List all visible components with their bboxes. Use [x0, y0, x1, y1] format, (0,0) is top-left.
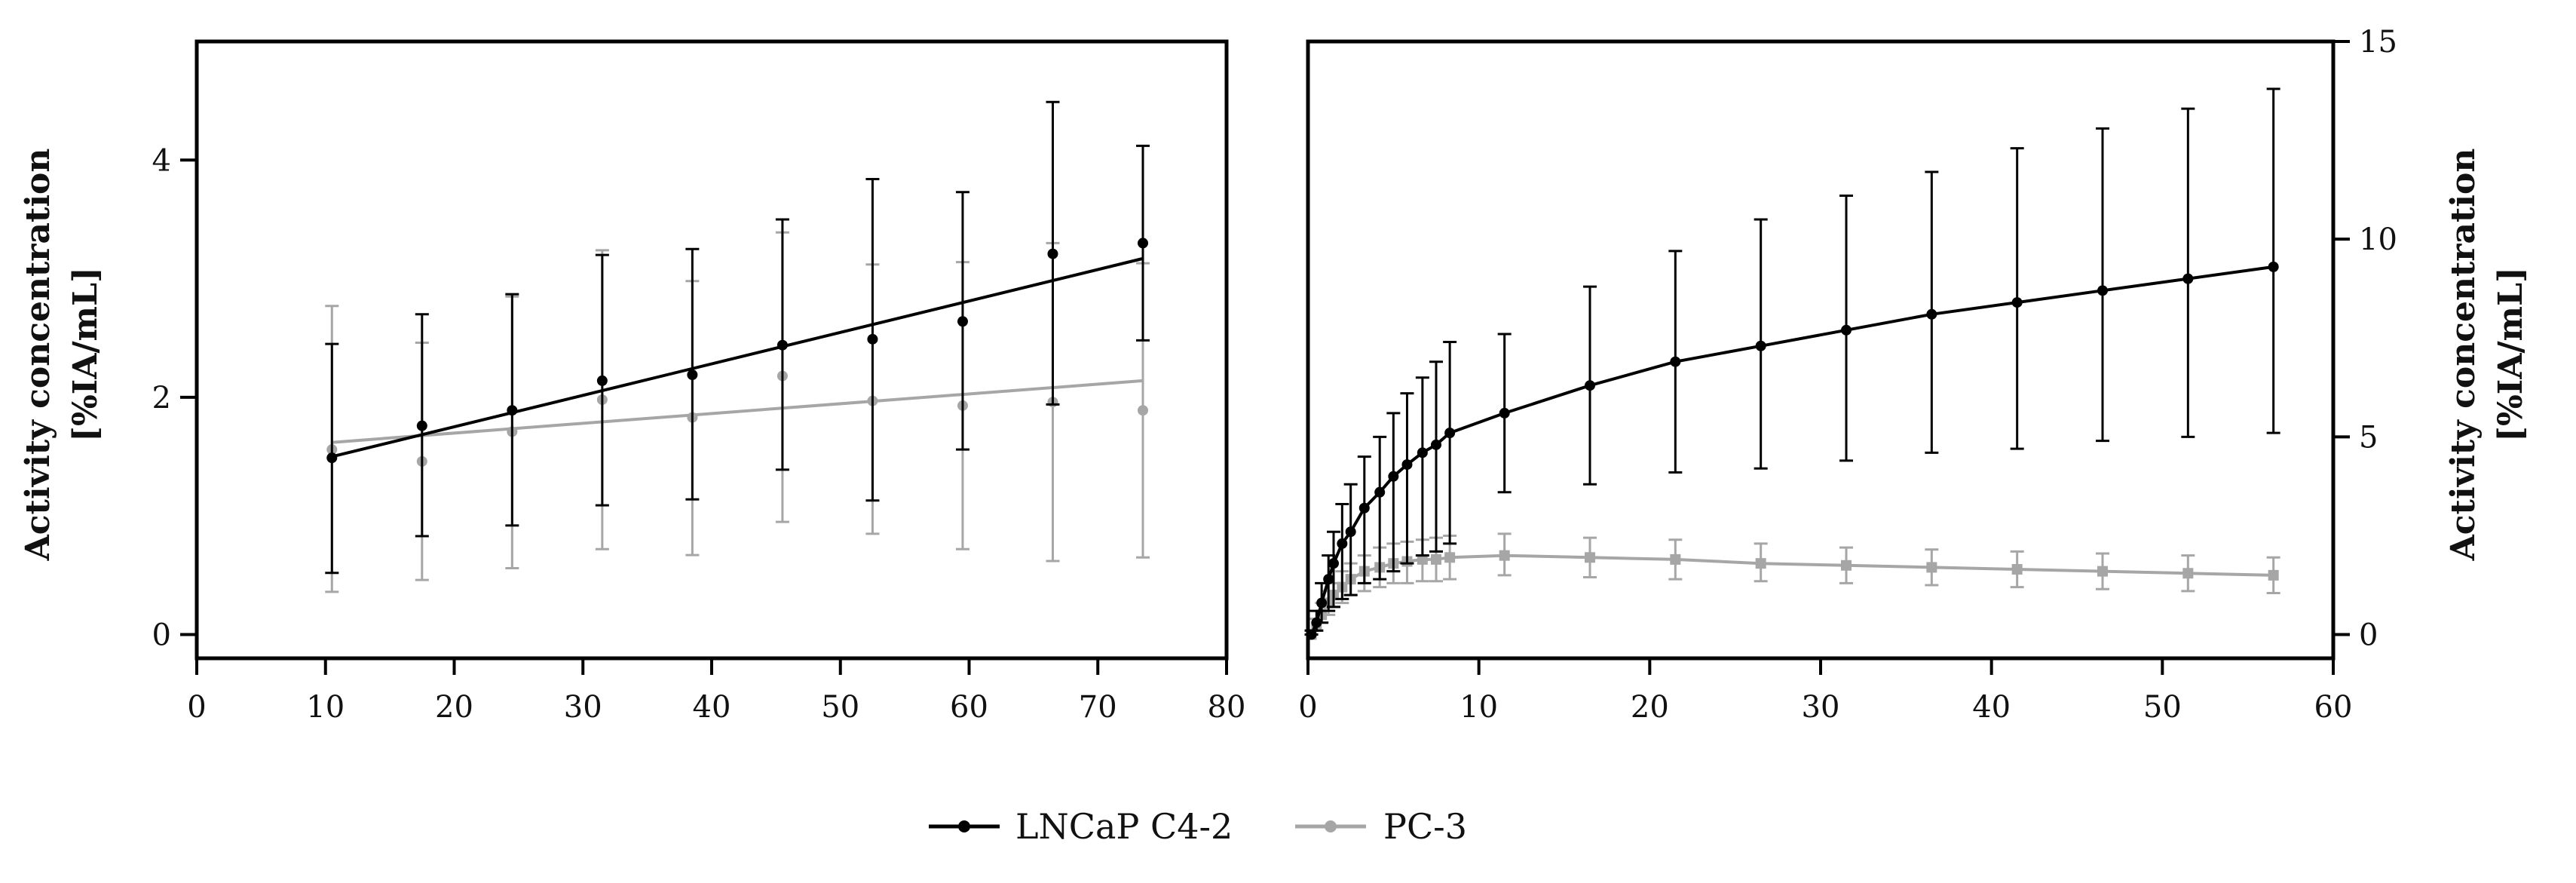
left-y-tick-label-4: 4: [152, 143, 171, 178]
right-y-tick-label-0: 0: [2359, 618, 2378, 653]
right-lncap-c4-2-data-point: [1444, 428, 1456, 439]
right-pc-3-data-point: [1670, 553, 1681, 565]
left-panel: Activity concentration [%IA/mL] 0 10 20 30 4…: [19, 39, 1246, 725]
left-lncap-c4-2-data-point: [687, 369, 698, 381]
legend-label-lncap: LNCaP C4-2: [1015, 806, 1233, 847]
right-y-axis-title-line-2: [%IA/mL]: [2492, 267, 2530, 442]
left-lncap-c4-2-data-point: [326, 452, 338, 464]
left-lncap-c4-2-data-point: [957, 316, 968, 327]
right-lncap-c4-2-data-point: [1388, 471, 1399, 482]
right-lncap-c4-2-data-point: [2182, 273, 2194, 284]
right-lncap-c4-2-data-point: [1499, 407, 1510, 419]
right-y-tick-label-10: 10: [2359, 222, 2397, 257]
right-y-tick-label-5: 5: [2359, 420, 2378, 455]
right-lncap-c4-2-data-point: [1670, 356, 1681, 367]
right-lncap-c4-2-data-point: [1323, 574, 1334, 585]
right-y-tick-label-15: 15: [2359, 25, 2397, 60]
right-lncap-c4-2-data-point: [2011, 297, 2023, 308]
left-pc-3-data-point: [1138, 405, 1149, 416]
left-x-tick-label-70: 70: [1079, 690, 1117, 725]
left-y-tick-label-2: 2: [152, 381, 171, 415]
legend: LNCaP C4-2 PC-3: [929, 806, 1467, 847]
left-y-tick-label-0: 0: [152, 618, 171, 653]
left-x-tick-label-60: 60: [950, 690, 988, 725]
right-lncap-c4-2-data-point: [1926, 308, 1937, 320]
right-pc-3-data-point: [2011, 564, 2023, 575]
right-pc-3-data-point: [2182, 568, 2194, 579]
left-x-tick-label-30: 30: [564, 690, 602, 725]
left-x-tick-label-10: 10: [306, 690, 345, 725]
right-x-tick-label-0: 0: [1298, 690, 1317, 725]
right-lncap-c4-2-data-point: [1585, 380, 1595, 391]
right-lncap-c4-2-data-point: [1374, 486, 1386, 498]
right-lncap-c4-2-data-point: [2268, 261, 2279, 272]
right-lncap-c4-2-data-point: [1345, 526, 1356, 538]
right-lncap-c4-2-data-point: [1401, 459, 1413, 471]
right-pc-3-data-point: [1841, 560, 1852, 571]
left-lncap-c4-2-data-point: [776, 339, 788, 351]
legend-label-pc3: PC-3: [1383, 806, 1467, 847]
right-pc-3-data-point: [1499, 550, 1510, 561]
left-y-axis-title-line-2: [%IA/mL]: [66, 267, 105, 442]
left-x-tick-label-80: 80: [1208, 690, 1246, 725]
right-x-tick-label-50: 50: [2143, 690, 2182, 725]
right-pc-3-data-point: [1417, 553, 1428, 565]
left-y-axis-title: Activity concentration [%IA/mL]: [19, 149, 105, 562]
right-lncap-c4-2-data-point: [1328, 558, 1339, 569]
left-x-tick-label-50: 50: [821, 690, 859, 725]
right-x-tick-label-20: 20: [1631, 690, 1669, 725]
left-lncap-c4-2-data-point: [1138, 238, 1149, 249]
right-x-tick-label-60: 60: [2314, 690, 2353, 725]
left-x-tick-label-20: 20: [435, 690, 473, 725]
right-pc-3-data-point: [1926, 562, 1937, 573]
legend-marker-pc3: [1325, 820, 1337, 832]
right-pc-3-series-line: [1309, 553, 2274, 636]
right-pc-3-data-point: [2097, 566, 2108, 577]
left-lncap-c4-2-data-point: [416, 420, 427, 431]
right-x-tick-label-30: 30: [1802, 690, 1840, 725]
right-y-axis-title-line-1: Activity concentration: [2444, 149, 2483, 562]
left-pc-3-trend-line: [332, 379, 1144, 444]
left-y-axis-title-line-1: Activity concentration: [19, 149, 57, 562]
right-pc-3-data-point: [1431, 553, 1441, 565]
legend-marker-lncap: [958, 820, 970, 832]
right-x-tick-label-40: 40: [1972, 690, 2011, 725]
right-lncap-c4-2-data-point: [1755, 340, 1766, 351]
left-x-tick-label-0: 0: [187, 690, 206, 725]
left-x-tick-label-40: 40: [693, 690, 731, 725]
left-lncap-c4-2-data-point: [867, 333, 878, 345]
legend-item-lncap: LNCaP C4-2: [929, 806, 1233, 847]
right-pc-3-data-point: [1755, 558, 1766, 569]
left-plot-frame: [195, 39, 1229, 661]
legend-item-pc3: PC-3: [1295, 806, 1467, 847]
left-lncap-c4-2-data-point: [1047, 248, 1058, 259]
right-pc-3-data-point: [2268, 569, 2279, 581]
right-pc-3-data-point: [1585, 552, 1595, 563]
left-lncap-c4-2-data-point: [507, 405, 518, 416]
right-lncap-c4-2-data-point: [1841, 324, 1852, 336]
right-lncap-c4-2-data-point: [2097, 285, 2108, 296]
right-lncap-c4-2-data-point: [1417, 447, 1428, 458]
right-lncap-c4-2-data-point: [1337, 538, 1348, 549]
left-lncap-c4-2-trend-line: [331, 256, 1144, 458]
right-lncap-c4-2-data-point: [1316, 597, 1328, 609]
right-panel: Activity concentration [%IA/mL] 0 10 20 30 4…: [1298, 25, 2530, 725]
right-x-tick-label-10: 10: [1460, 690, 1498, 725]
right-pc-3-data-point: [1444, 552, 1456, 563]
left-lncap-c4-2-data-point: [596, 375, 608, 386]
right-lncap-c4-2-data-point: [1431, 439, 1441, 450]
right-y-axis-title: Activity concentration [%IA/mL]: [2444, 149, 2530, 562]
right-lncap-c4-2-data-point: [1358, 502, 1370, 514]
